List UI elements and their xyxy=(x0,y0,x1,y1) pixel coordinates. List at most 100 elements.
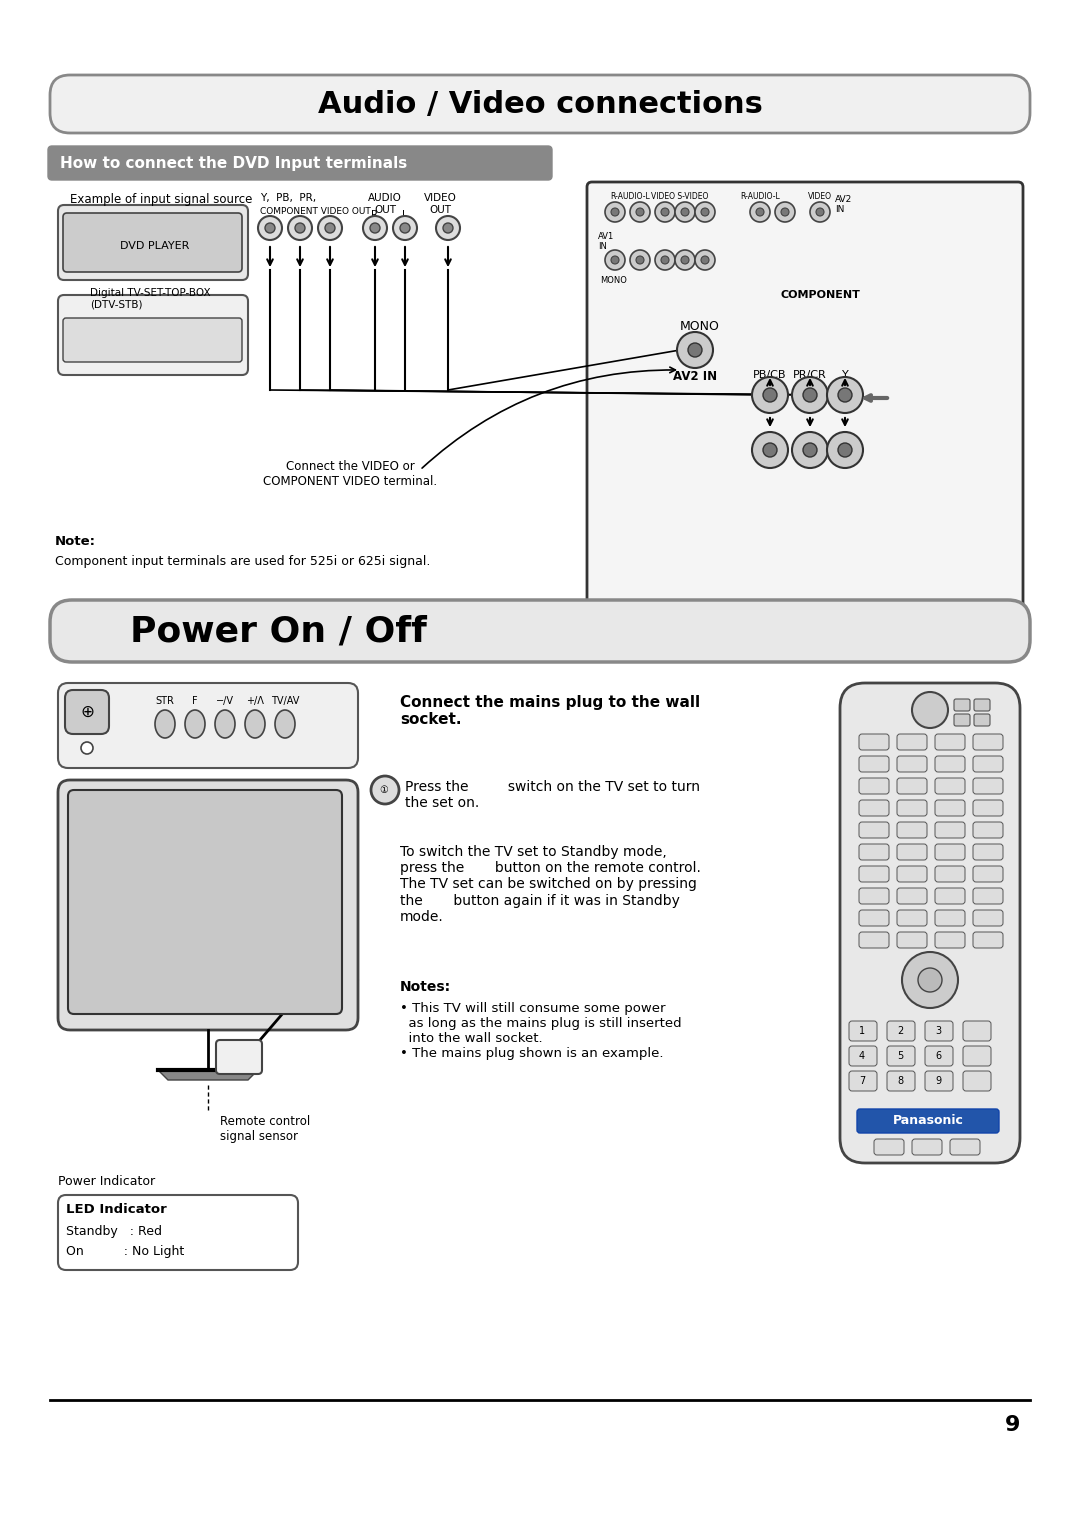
FancyBboxPatch shape xyxy=(935,733,966,750)
Text: 1: 1 xyxy=(859,1025,865,1036)
FancyBboxPatch shape xyxy=(859,843,889,860)
Circle shape xyxy=(363,215,387,240)
Text: Note:: Note: xyxy=(55,535,96,549)
Circle shape xyxy=(295,223,305,232)
Circle shape xyxy=(792,432,828,468)
FancyBboxPatch shape xyxy=(935,911,966,926)
Text: −/V: −/V xyxy=(216,695,234,706)
Text: AV2
IN: AV2 IN xyxy=(835,196,852,214)
FancyBboxPatch shape xyxy=(859,932,889,947)
Text: Example of input signal source: Example of input signal source xyxy=(70,193,253,206)
Text: LED Indicator: LED Indicator xyxy=(66,1203,166,1216)
Circle shape xyxy=(902,952,958,1008)
Circle shape xyxy=(654,251,675,270)
Circle shape xyxy=(611,257,619,264)
FancyBboxPatch shape xyxy=(973,756,1003,772)
Circle shape xyxy=(792,377,828,413)
Circle shape xyxy=(781,208,789,215)
FancyBboxPatch shape xyxy=(973,888,1003,905)
Text: • This TV will still consume some power
  as long as the mains plug is still ins: • This TV will still consume some power … xyxy=(400,1002,681,1060)
Text: R-AUDIO-L: R-AUDIO-L xyxy=(740,193,780,202)
Circle shape xyxy=(701,208,708,215)
Text: AV1
IN: AV1 IN xyxy=(598,232,615,252)
FancyBboxPatch shape xyxy=(954,698,970,711)
FancyBboxPatch shape xyxy=(859,866,889,882)
FancyBboxPatch shape xyxy=(974,698,990,711)
FancyBboxPatch shape xyxy=(897,932,927,947)
Text: Y,  PB,  PR,: Y, PB, PR, xyxy=(260,193,316,203)
FancyBboxPatch shape xyxy=(897,866,927,882)
FancyBboxPatch shape xyxy=(924,1047,953,1067)
Circle shape xyxy=(804,443,816,457)
FancyBboxPatch shape xyxy=(973,911,1003,926)
Circle shape xyxy=(827,377,863,413)
Text: Digital TV-SET-TOP-BOX
(DTV-STB): Digital TV-SET-TOP-BOX (DTV-STB) xyxy=(90,287,211,310)
FancyBboxPatch shape xyxy=(935,822,966,837)
FancyBboxPatch shape xyxy=(974,714,990,726)
FancyBboxPatch shape xyxy=(963,1021,991,1041)
Circle shape xyxy=(756,208,764,215)
FancyBboxPatch shape xyxy=(50,601,1030,662)
FancyBboxPatch shape xyxy=(935,888,966,905)
Text: Power Indicator: Power Indicator xyxy=(58,1175,156,1187)
Circle shape xyxy=(762,443,777,457)
FancyBboxPatch shape xyxy=(50,75,1030,133)
Text: Panasonic: Panasonic xyxy=(892,1114,963,1128)
FancyBboxPatch shape xyxy=(897,822,927,837)
Text: MONO: MONO xyxy=(680,319,720,333)
FancyBboxPatch shape xyxy=(58,683,357,769)
Circle shape xyxy=(752,377,788,413)
Text: DVD PLAYER: DVD PLAYER xyxy=(120,241,190,251)
Circle shape xyxy=(654,202,675,222)
Circle shape xyxy=(804,388,816,402)
Text: 7: 7 xyxy=(859,1076,865,1086)
FancyBboxPatch shape xyxy=(973,932,1003,947)
Circle shape xyxy=(701,257,708,264)
Text: Remote control
signal sensor: Remote control signal sensor xyxy=(220,1115,310,1143)
Circle shape xyxy=(81,743,93,753)
Circle shape xyxy=(372,776,399,804)
FancyBboxPatch shape xyxy=(973,822,1003,837)
Text: 8: 8 xyxy=(896,1076,903,1086)
FancyBboxPatch shape xyxy=(859,733,889,750)
Text: Audio / Video connections: Audio / Video connections xyxy=(318,90,762,119)
Text: Component input terminals are used for 525i or 625i signal.: Component input terminals are used for 5… xyxy=(55,555,430,568)
Circle shape xyxy=(762,388,777,402)
FancyBboxPatch shape xyxy=(887,1047,915,1067)
Circle shape xyxy=(605,202,625,222)
Circle shape xyxy=(696,251,715,270)
Circle shape xyxy=(775,202,795,222)
FancyBboxPatch shape xyxy=(897,888,927,905)
Text: Power On / Off: Power On / Off xyxy=(130,614,427,648)
Ellipse shape xyxy=(275,711,295,738)
Text: 2: 2 xyxy=(896,1025,903,1036)
Text: Press the         switch on the TV set to turn
the set on.: Press the switch on the TV set to turn t… xyxy=(405,779,700,810)
FancyBboxPatch shape xyxy=(973,733,1003,750)
Circle shape xyxy=(636,208,644,215)
Text: Y: Y xyxy=(841,370,849,380)
Text: Connect the VIDEO or
COMPONENT VIDEO terminal.: Connect the VIDEO or COMPONENT VIDEO ter… xyxy=(262,460,437,487)
FancyBboxPatch shape xyxy=(924,1071,953,1091)
FancyBboxPatch shape xyxy=(935,778,966,795)
Circle shape xyxy=(918,969,942,992)
FancyBboxPatch shape xyxy=(897,843,927,860)
FancyBboxPatch shape xyxy=(48,147,552,180)
FancyBboxPatch shape xyxy=(935,801,966,816)
Ellipse shape xyxy=(245,711,265,738)
FancyBboxPatch shape xyxy=(859,888,889,905)
Circle shape xyxy=(696,202,715,222)
Circle shape xyxy=(630,202,650,222)
Circle shape xyxy=(630,251,650,270)
FancyBboxPatch shape xyxy=(65,691,109,733)
FancyBboxPatch shape xyxy=(973,866,1003,882)
Circle shape xyxy=(605,251,625,270)
FancyBboxPatch shape xyxy=(216,1041,262,1074)
Text: 3: 3 xyxy=(935,1025,941,1036)
Text: 9: 9 xyxy=(1004,1415,1020,1435)
FancyBboxPatch shape xyxy=(859,822,889,837)
Text: OUT: OUT xyxy=(260,219,279,228)
Text: R-AUDIO-L: R-AUDIO-L xyxy=(610,193,650,202)
FancyBboxPatch shape xyxy=(58,295,248,374)
Circle shape xyxy=(675,251,696,270)
Circle shape xyxy=(443,223,453,232)
